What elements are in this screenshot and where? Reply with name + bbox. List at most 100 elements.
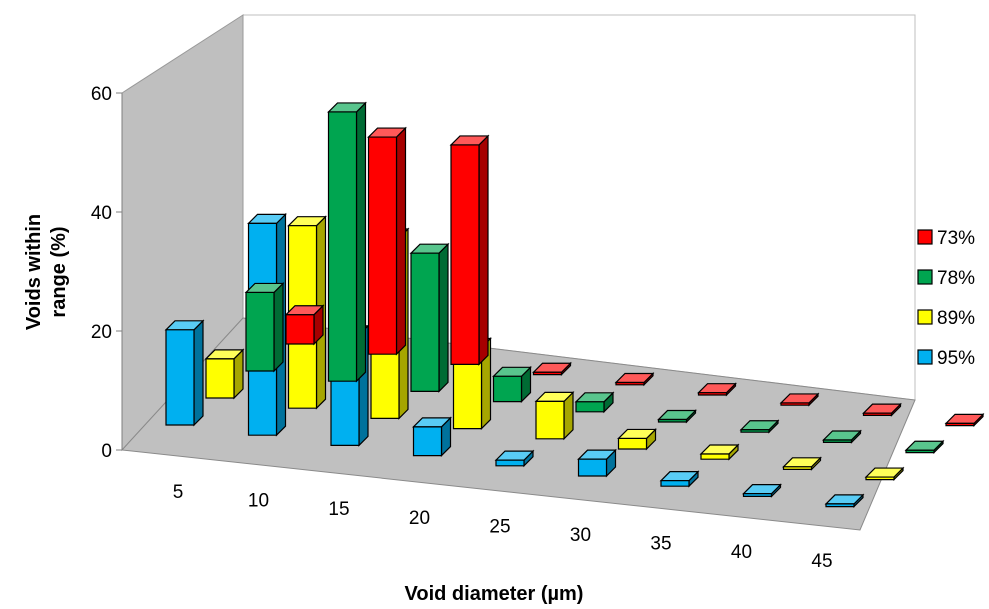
bar-front bbox=[165, 329, 195, 426]
bar-front bbox=[575, 401, 605, 413]
bar bbox=[782, 456, 822, 471]
bar bbox=[409, 242, 450, 393]
x-tick-label: 25 bbox=[489, 516, 510, 537]
legend-label: 89% bbox=[937, 308, 975, 329]
bar-front bbox=[822, 439, 853, 443]
y-tick-label: 40 bbox=[91, 203, 112, 224]
bar bbox=[534, 390, 575, 441]
bar-front bbox=[327, 111, 358, 382]
bar bbox=[822, 429, 862, 444]
bar-front bbox=[245, 291, 275, 372]
legend-label: 73% bbox=[937, 228, 975, 249]
bar bbox=[739, 419, 780, 434]
bar bbox=[577, 448, 617, 478]
bar bbox=[204, 348, 245, 400]
bar-front bbox=[410, 252, 440, 392]
bar bbox=[697, 382, 737, 397]
bar-front bbox=[905, 449, 935, 454]
y-tick-label: 0 bbox=[101, 441, 112, 462]
bar bbox=[327, 101, 367, 383]
bar-front bbox=[742, 493, 773, 497]
x-tick-label: 35 bbox=[650, 534, 671, 555]
bar-front bbox=[780, 402, 810, 406]
bar-front bbox=[825, 503, 855, 508]
bars bbox=[164, 101, 985, 509]
bar-side bbox=[193, 319, 204, 427]
legend-label: 95% bbox=[937, 348, 975, 369]
x-tick-label: 5 bbox=[173, 482, 184, 503]
legend-item: 95% bbox=[917, 348, 975, 369]
bar-front bbox=[660, 480, 690, 487]
bar bbox=[659, 470, 700, 488]
bar-side bbox=[273, 282, 284, 373]
bar-front bbox=[205, 358, 235, 399]
bar-front bbox=[617, 437, 648, 450]
series-73pct bbox=[284, 126, 985, 428]
bar-side bbox=[438, 242, 449, 393]
bar bbox=[449, 134, 490, 366]
bar bbox=[904, 439, 945, 455]
bar-front bbox=[535, 400, 565, 440]
legend-item: 89% bbox=[917, 308, 975, 329]
bar bbox=[657, 409, 697, 424]
legend-swatch bbox=[917, 229, 933, 245]
legend-item: 73% bbox=[917, 228, 975, 249]
bar bbox=[779, 392, 820, 407]
bar bbox=[532, 361, 572, 377]
y-axis-title-line2: range (%) bbox=[48, 226, 70, 317]
bar-front bbox=[657, 418, 688, 423]
bar bbox=[824, 493, 865, 509]
bar-front bbox=[495, 459, 525, 467]
bar-front bbox=[412, 426, 443, 457]
bar bbox=[862, 402, 902, 417]
bar-front bbox=[740, 429, 770, 433]
x-tick-label: 20 bbox=[409, 508, 430, 529]
bar bbox=[699, 443, 740, 461]
x-tick-label: 45 bbox=[811, 551, 832, 572]
bar bbox=[164, 319, 205, 427]
bar bbox=[864, 466, 905, 482]
legend-swatch bbox=[917, 309, 933, 325]
bar bbox=[412, 416, 452, 458]
legend-swatch bbox=[917, 349, 933, 365]
bar-side bbox=[478, 134, 489, 366]
bar-front bbox=[697, 392, 728, 396]
bar-front bbox=[782, 466, 813, 470]
bar bbox=[742, 483, 782, 498]
series-78pct bbox=[244, 101, 945, 455]
x-tick-label: 15 bbox=[328, 499, 349, 520]
bar-front bbox=[862, 412, 893, 416]
legend-swatch bbox=[917, 269, 933, 285]
bar-front bbox=[532, 371, 563, 376]
x-axis-ticks: 5 10 15 20 25 30 35 40 45 bbox=[173, 482, 833, 572]
bar-front bbox=[615, 381, 645, 386]
y-axis: 0 20 40 60 bbox=[91, 84, 123, 462]
bar-front bbox=[285, 314, 315, 345]
bar bbox=[244, 282, 285, 373]
bar bbox=[617, 427, 657, 451]
bar bbox=[492, 365, 532, 404]
legend-label: 78% bbox=[937, 268, 975, 289]
y-tick-label: 20 bbox=[91, 322, 112, 343]
x-tick-label: 30 bbox=[570, 525, 591, 546]
bar-side bbox=[395, 126, 407, 356]
bar-front bbox=[367, 136, 398, 355]
legend: 73% 78% 89% 95% bbox=[917, 228, 975, 369]
bar-front bbox=[450, 144, 480, 365]
bar bbox=[367, 126, 407, 356]
y-axis-title-line1: Voids within bbox=[23, 214, 45, 330]
bar-front bbox=[577, 458, 608, 477]
legend-item: 78% bbox=[917, 268, 975, 289]
y-tick-label: 60 bbox=[91, 84, 112, 105]
bar bbox=[614, 372, 655, 387]
bar bbox=[284, 304, 325, 346]
bar-front bbox=[700, 453, 730, 460]
bar-front bbox=[945, 422, 975, 427]
x-tick-label: 40 bbox=[731, 542, 752, 563]
x-axis-title: Void diameter (µm) bbox=[405, 583, 584, 605]
bar bbox=[944, 412, 985, 428]
bar-front bbox=[865, 476, 895, 481]
bar-front bbox=[492, 375, 523, 403]
bar bbox=[494, 449, 535, 468]
